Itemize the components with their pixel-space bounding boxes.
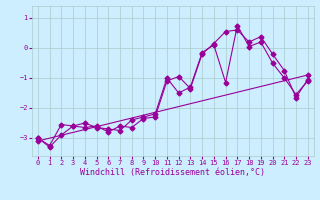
X-axis label: Windchill (Refroidissement éolien,°C): Windchill (Refroidissement éolien,°C) (80, 168, 265, 177)
